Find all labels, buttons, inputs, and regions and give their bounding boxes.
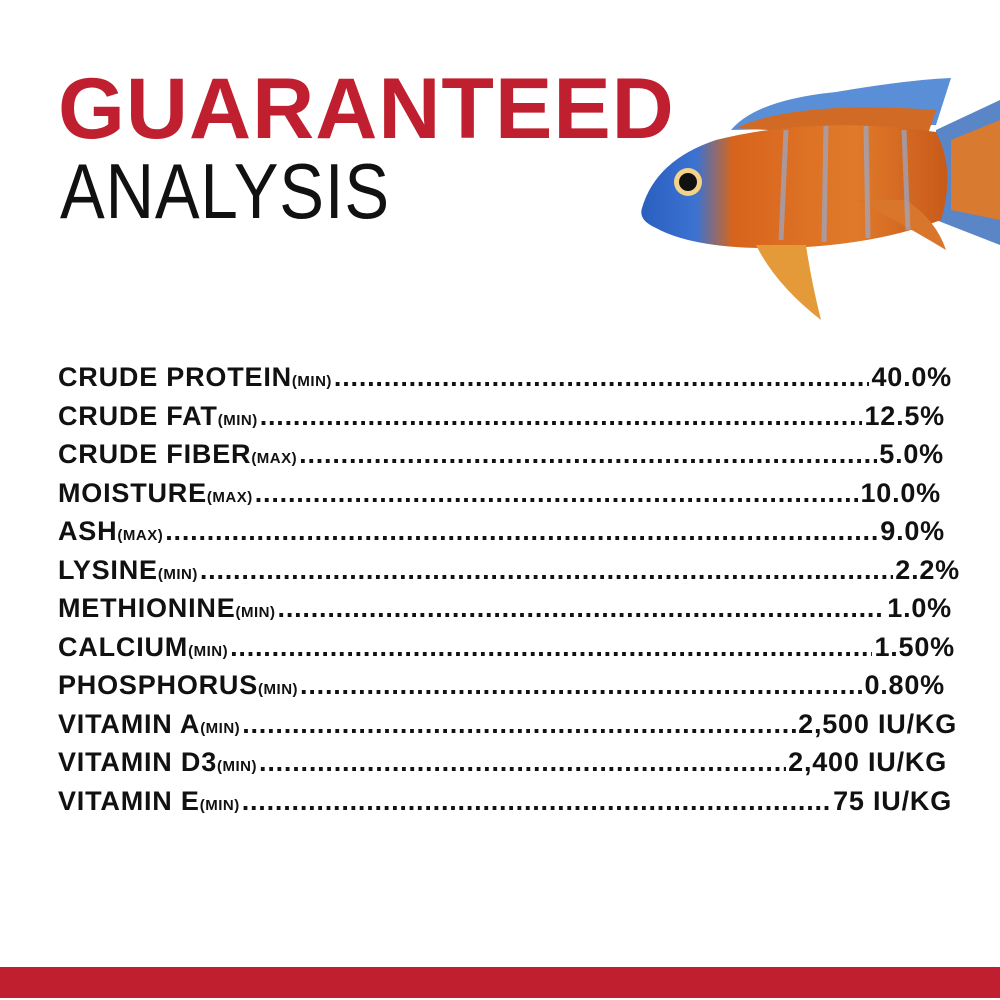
title-analysis: ANALYSIS xyxy=(60,147,390,235)
row-value: 1.0% xyxy=(887,593,952,623)
dot-leader xyxy=(200,555,893,586)
row-value: 40.0% xyxy=(871,362,952,392)
row-label: CALCIUM xyxy=(58,631,189,662)
dot-leader xyxy=(230,632,872,663)
row-label: CRUDE PROTEIN xyxy=(58,362,292,392)
analysis-row: CALCIUM(MIN) 1.50% xyxy=(58,632,955,671)
row-label: CRUDE FIBER xyxy=(58,439,252,469)
row-qualifier: (MIN) xyxy=(199,796,240,814)
dot-leader xyxy=(259,747,786,778)
row-qualifier: (MIN) xyxy=(291,373,332,390)
row-value: 2,500 IU/KG xyxy=(798,708,957,739)
row-label: VITAMIN A xyxy=(58,708,201,739)
row-value: 5.0% xyxy=(879,439,944,469)
analysis-row: CRUDE PROTEIN(MIN) 40.0% xyxy=(58,362,952,401)
title-guaranteed: GUARANTEED xyxy=(58,61,675,157)
row-label: MOISTURE xyxy=(58,477,207,508)
analysis-row: CRUDE FAT(MIN) 12.5% xyxy=(58,401,945,440)
row-label: CRUDE FAT xyxy=(58,400,218,431)
row-label: METHIONINE xyxy=(58,593,236,623)
dot-leader xyxy=(299,439,877,470)
dot-leader xyxy=(334,362,870,393)
analysis-row: ASH(MAX) 9.0% xyxy=(58,516,945,555)
row-qualifier: (MIN) xyxy=(217,411,258,429)
row-value: 9.0% xyxy=(880,516,945,546)
analysis-row: MOISTURE(MAX) 10.0% xyxy=(58,478,941,517)
row-label: PHOSPHORUS xyxy=(58,670,259,700)
row-value: 2.2% xyxy=(895,554,960,585)
row-qualifier: (MIN) xyxy=(188,642,229,660)
analysis-row: VITAMIN D3(MIN) 2,400 IU/KG xyxy=(58,747,947,786)
dot-leader xyxy=(300,670,862,701)
analysis-row: PHOSPHORUS(MIN) 0.80% xyxy=(58,670,945,709)
row-value: 75 IU/KG xyxy=(833,785,952,816)
analysis-row: VITAMIN E(MIN) 75 IU/KG xyxy=(58,786,952,825)
dot-leader xyxy=(165,516,878,547)
row-label: LYSINE xyxy=(58,554,158,585)
row-qualifier: (MIN) xyxy=(217,758,258,775)
fish-image xyxy=(641,78,1000,320)
analysis-row: LYSINE(MIN) 2.2% xyxy=(58,555,960,594)
analysis-row: METHIONINE(MIN) 1.0% xyxy=(58,593,952,632)
row-qualifier: (MIN) xyxy=(200,719,241,737)
row-qualifier: (MIN) xyxy=(235,604,276,621)
dot-leader xyxy=(260,401,863,432)
dot-leader xyxy=(255,478,859,509)
row-qualifier: (MAX) xyxy=(206,488,253,506)
footer-bar xyxy=(0,967,1000,998)
row-value: 0.80% xyxy=(864,670,945,700)
row-qualifier: (MAX) xyxy=(251,450,298,467)
analysis-table: CRUDE PROTEIN(MIN)40.0% CRUDE FAT(MIN)12… xyxy=(58,362,960,824)
row-value: 10.0% xyxy=(860,477,941,508)
analysis-row: CRUDE FIBER(MAX) 5.0% xyxy=(58,439,944,478)
dot-leader xyxy=(242,709,796,740)
row-value: 2,400 IU/KG xyxy=(788,747,947,777)
analysis-row: VITAMIN A(MIN) 2,500 IU/KG xyxy=(58,709,957,748)
dot-leader xyxy=(242,786,831,817)
row-qualifier: (MAX) xyxy=(117,527,164,544)
row-qualifier: (MIN) xyxy=(157,565,198,583)
row-value: 12.5% xyxy=(864,400,945,431)
dot-leader xyxy=(278,593,886,624)
row-value: 1.50% xyxy=(874,631,955,662)
row-label: VITAMIN D3 xyxy=(58,747,218,777)
row-label: ASH xyxy=(58,516,118,546)
row-qualifier: (MIN) xyxy=(258,681,299,698)
row-label: VITAMIN E xyxy=(58,785,200,816)
